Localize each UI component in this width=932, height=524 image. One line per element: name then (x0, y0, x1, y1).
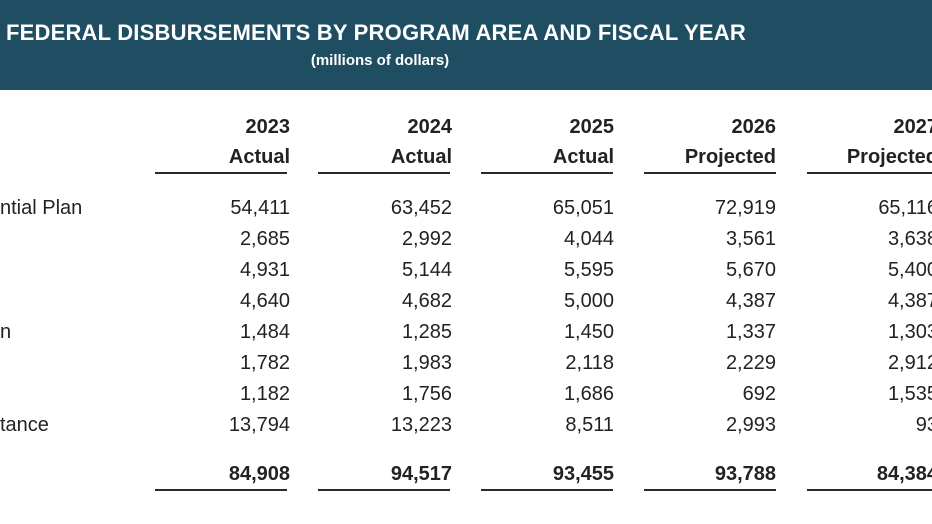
table-cell: 5,670 (725, 259, 776, 281)
total-cell: 93,788 (714, 463, 776, 485)
table-cell: 1,337 (725, 321, 776, 343)
table-cell: 5,144 (401, 259, 452, 281)
row-label: tance (0, 414, 49, 436)
total-cell: 94,517 (390, 463, 452, 485)
table-cell: 4,640 (239, 290, 290, 312)
table-cell: 4,387 (887, 290, 932, 312)
table-cell: 2,992 (401, 228, 452, 250)
column-header: 2026 Projected (646, 112, 776, 172)
column-header: 2024 Actual (322, 112, 452, 172)
column-status: Actual (390, 146, 452, 168)
table-cell: 4,044 (563, 228, 614, 250)
table-cell: 4,682 (401, 290, 452, 312)
column-header: 2025 Actual (484, 112, 614, 172)
total-underline (481, 489, 613, 491)
table-cell: 1,782 (239, 352, 290, 374)
table-cell: 3,561 (725, 228, 776, 250)
column-status: Actual (552, 146, 614, 168)
header-underline (481, 172, 613, 174)
table-cell: 63,452 (390, 197, 452, 219)
header-underline (155, 172, 287, 174)
table-cell: 1,182 (239, 383, 290, 405)
column-header: 2027 Projected (808, 112, 932, 172)
column-header: 2023 Actual (160, 112, 290, 172)
table-cell: 5,400 (887, 259, 932, 281)
table-cell: 2,685 (239, 228, 290, 250)
table-cell: 2,118 (565, 352, 614, 374)
table-cell: 1,450 (563, 321, 614, 343)
table-cell: 4,931 (239, 259, 290, 281)
header-underline (807, 172, 932, 174)
table-title: FEDERAL DISBURSEMENTS BY PROGRAM AREA AN… (6, 20, 746, 45)
table-cell: 692 (742, 383, 776, 405)
total-underline (318, 489, 450, 491)
table-cell: 1,983 (401, 352, 452, 374)
table-cell: 2,912 (887, 352, 932, 374)
total-cell: 84,908 (228, 463, 290, 485)
table-cell: 65,116 (878, 197, 932, 219)
table-cell: 2,993 (725, 414, 776, 436)
table-cell: 8,511 (565, 414, 614, 436)
table-subtitle: (millions of dollars) (310, 52, 450, 69)
header-underline (318, 172, 450, 174)
column-status: Projected (684, 146, 776, 168)
table-cell: 1,303 (887, 321, 932, 343)
column-status: Actual (228, 146, 290, 168)
total-underline (155, 489, 287, 491)
table-cell: 1,285 (401, 321, 452, 343)
header-underline (644, 172, 776, 174)
table-cell: 5,595 (563, 259, 614, 281)
column-status: Projected (846, 146, 932, 168)
row-label: ntial Plan (0, 197, 83, 219)
table-cell: 1,484 (239, 321, 290, 343)
table-cell: 5,000 (563, 290, 614, 312)
table-title-banner: FEDERAL DISBURSEMENTS BY PROGRAM AREA AN… (0, 0, 932, 90)
table-cell: 3,638 (887, 228, 932, 250)
table-cell: 4,387 (725, 290, 776, 312)
table-cell: 54,411 (230, 197, 290, 219)
table-cell: 1,756 (401, 383, 452, 405)
table-cell: 72,919 (714, 197, 776, 219)
total-underline (807, 489, 932, 491)
table-cell: 13,223 (390, 414, 452, 436)
column-year: 2027 (893, 116, 932, 138)
table-cell: 65,051 (552, 197, 614, 219)
total-cell: 84,384 (876, 463, 932, 485)
table-cell: 13,794 (228, 414, 290, 436)
row-label: n (0, 321, 12, 343)
column-year: 2023 (245, 116, 291, 138)
table-cell: 2,229 (725, 352, 776, 374)
total-underline (644, 489, 776, 491)
table-cell: 1,686 (563, 383, 614, 405)
column-year: 2025 (569, 116, 615, 138)
table-cell: 1,535 (887, 383, 932, 405)
column-year: 2026 (731, 116, 777, 138)
total-cell: 93,455 (552, 463, 614, 485)
table-cell: 93 (915, 414, 932, 436)
column-year: 2024 (407, 116, 453, 138)
